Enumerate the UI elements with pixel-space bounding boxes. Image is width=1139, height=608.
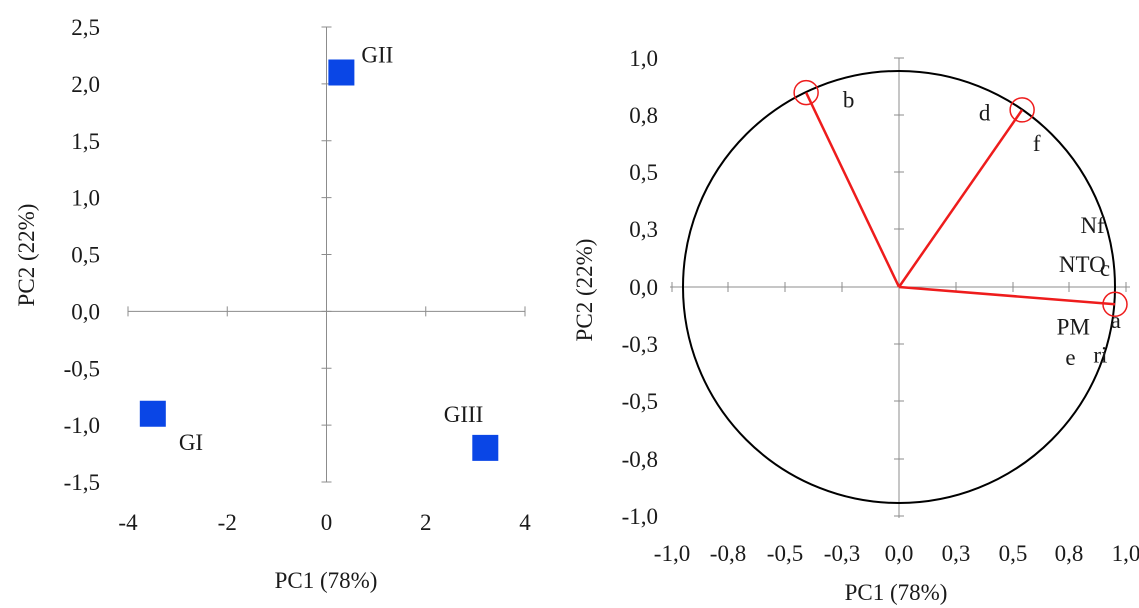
y-tick-label: 0,0 xyxy=(71,299,100,324)
x-tick-label: -0,8 xyxy=(710,541,746,566)
left-pca-scores-chart: 2,5 2,0 1,5 1,0 0,5 0,0 -0,5 -1,0 -1,5 -4 -2 0 2 4 PC1… xyxy=(14,15,531,593)
x-tick-label: -2 xyxy=(218,510,237,535)
variable-label-f: f xyxy=(1033,131,1041,156)
y-tick-label: 0,0 xyxy=(629,275,658,300)
unit-circle xyxy=(682,70,1116,504)
vector-endpoint-marker-3 xyxy=(1009,97,1035,123)
y-tick-label: -1,0 xyxy=(64,413,100,438)
x-tick-label: 1,0 xyxy=(1112,541,1139,566)
x-tick-label: -1,0 xyxy=(654,541,690,566)
x-tick-label: -0,3 xyxy=(824,541,860,566)
y-tick-label: -0,5 xyxy=(622,389,658,414)
vector-endpoint-marker-2 xyxy=(793,79,819,106)
variable-label-nf: Nf xyxy=(1080,213,1105,238)
y-tick-label: 0,5 xyxy=(629,160,658,185)
x-axis-title: PC1 (78%) xyxy=(845,580,948,605)
variable-label-a: a xyxy=(1111,308,1121,333)
x-tick-label: 0,0 xyxy=(885,541,914,566)
point-label-gii: GII xyxy=(361,43,393,68)
vector-endpoint-marker-1 xyxy=(1102,291,1128,318)
y-axis-title: PC2 (22%) xyxy=(14,204,39,307)
y-tick-label: 1,0 xyxy=(71,186,100,211)
y-tick-label: 2,0 xyxy=(71,72,100,97)
variable-label-e: e xyxy=(1065,345,1075,370)
y-tick-label: -0,3 xyxy=(622,332,658,357)
y-tick-label: -1,0 xyxy=(622,504,658,529)
data-point-giii xyxy=(472,434,499,461)
x-tick-label: 4 xyxy=(519,510,531,535)
y-tick-label: 2,5 xyxy=(71,15,100,40)
y-tick-label: 0,8 xyxy=(629,103,658,128)
y-axis-title: PC2 (22%) xyxy=(572,239,597,342)
data-point-gi xyxy=(139,400,166,427)
loading-vector-1 xyxy=(898,285,1116,306)
variable-label-c: c xyxy=(1100,256,1110,281)
x-tick-label: 0,3 xyxy=(942,541,971,566)
x-tick-label: -0,5 xyxy=(767,541,803,566)
y-tick-label: -0,5 xyxy=(64,356,100,381)
variable-label-ri: ri xyxy=(1093,343,1107,368)
variable-label-d: d xyxy=(979,101,991,126)
data-point-gii xyxy=(328,59,355,86)
variable-label-nto: NTO xyxy=(1059,252,1106,277)
y-tick-label: 1,5 xyxy=(71,129,100,154)
y-tick-label: -1,5 xyxy=(64,470,100,495)
x-tick-label: 0,5 xyxy=(999,541,1028,566)
y-tick-label: 1,0 xyxy=(629,46,658,71)
y-tick-label: 0,5 xyxy=(71,243,100,268)
point-label-gi: GI xyxy=(179,430,203,455)
x-axis-title: PC1 (78%) xyxy=(275,568,378,593)
x-tick-label: 2 xyxy=(420,510,432,535)
loading-vector-2 xyxy=(804,92,901,288)
variable-label-b: b xyxy=(843,88,855,113)
variable-label-pm: PM xyxy=(1057,315,1090,340)
point-label-giii: GIII xyxy=(444,402,484,427)
loading-vector-3 xyxy=(897,109,1024,288)
x-tick-label: -4 xyxy=(118,510,138,535)
x-tick-label: 0,8 xyxy=(1055,541,1084,566)
right-correlation-circle-chart: 1,00,80,50,30,0-0,3-0,5-0,8-1,0-1,0 -0,8-… xyxy=(572,46,1139,605)
x-tick-label: 0 xyxy=(321,510,333,535)
y-tick-label: -0,8 xyxy=(622,447,658,472)
y-tick-label: 0,3 xyxy=(629,217,658,242)
